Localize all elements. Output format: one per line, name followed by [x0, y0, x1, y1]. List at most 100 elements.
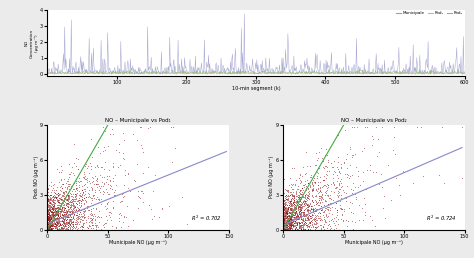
- Point: [301, 228, 308, 232]
- Point: [51, 224, 58, 228]
- Point: [53, 228, 61, 232]
- Point: [45, 228, 52, 232]
- Point: [46, 213, 54, 217]
- Point: [80, 216, 88, 220]
- Point: [295, 197, 303, 201]
- Point: [308, 182, 316, 186]
- Point: [326, 228, 334, 232]
- Point: [58, 228, 65, 232]
- Point: [82, 228, 89, 232]
- Point: [287, 228, 295, 232]
- Point: [292, 204, 300, 208]
- Point: [295, 224, 303, 229]
- Point: [301, 228, 309, 232]
- Point: [303, 223, 310, 227]
- Point: [297, 227, 305, 231]
- Point: [280, 220, 288, 224]
- Point: [302, 201, 310, 206]
- Point: [85, 224, 92, 228]
- Point: [78, 228, 86, 232]
- Point: [282, 216, 290, 220]
- Point: [46, 213, 53, 217]
- Point: [49, 228, 57, 232]
- Point: [319, 228, 326, 232]
- Point: [63, 227, 70, 231]
- Point: [304, 196, 312, 200]
- Point: [51, 228, 58, 232]
- Point: [296, 215, 303, 219]
- Point: [366, 168, 374, 172]
- Point: [45, 227, 52, 231]
- Point: [58, 219, 66, 223]
- Point: [62, 203, 69, 207]
- Point: [47, 228, 55, 232]
- Point: [61, 228, 68, 232]
- Point: [64, 220, 72, 224]
- Point: [297, 217, 304, 221]
- Point: [306, 228, 313, 232]
- Point: [314, 214, 322, 218]
- Point: [44, 214, 51, 218]
- Point: [45, 221, 53, 225]
- Point: [147, 207, 155, 211]
- Point: [303, 207, 311, 211]
- Point: [296, 209, 304, 213]
- Point: [302, 186, 310, 190]
- Point: [52, 190, 59, 195]
- Point: [311, 224, 319, 229]
- Point: [55, 205, 62, 209]
- Point: [50, 228, 58, 232]
- Point: [303, 164, 310, 168]
- Point: [47, 209, 55, 213]
- Point: [308, 220, 315, 224]
- Point: [317, 223, 325, 228]
- Point: [287, 207, 294, 211]
- Point: [55, 228, 63, 232]
- Point: [322, 220, 330, 224]
- Point: [314, 216, 322, 220]
- Point: [62, 228, 69, 232]
- Point: [281, 198, 288, 202]
- Point: [299, 211, 306, 215]
- Point: [293, 194, 301, 198]
- Point: [49, 228, 57, 232]
- Point: [284, 208, 292, 212]
- Point: [68, 220, 75, 224]
- Point: [113, 226, 120, 230]
- Point: [57, 214, 65, 219]
- Point: [280, 228, 288, 232]
- Point: [283, 228, 290, 232]
- Point: [54, 221, 62, 225]
- Point: [49, 215, 56, 219]
- Point: [290, 221, 298, 225]
- Point: [65, 220, 73, 224]
- Point: [64, 220, 72, 224]
- Point: [287, 221, 294, 225]
- Point: [50, 228, 57, 232]
- Point: [297, 208, 304, 212]
- Point: [280, 202, 287, 206]
- Point: [72, 220, 79, 224]
- Point: [44, 228, 52, 232]
- Point: [298, 211, 305, 215]
- Point: [76, 207, 83, 211]
- Point: [315, 196, 323, 200]
- Point: [286, 223, 293, 227]
- Point: [324, 182, 331, 187]
- Point: [68, 197, 76, 201]
- Point: [283, 223, 291, 227]
- Point: [321, 208, 329, 212]
- Point: [281, 228, 288, 232]
- Point: [285, 228, 293, 232]
- Point: [326, 219, 333, 223]
- Point: [45, 199, 52, 203]
- Point: [340, 159, 348, 164]
- Point: [93, 228, 101, 232]
- Point: [74, 220, 82, 224]
- Point: [71, 228, 78, 232]
- Point: [47, 215, 55, 219]
- Point: [70, 228, 78, 232]
- Point: [74, 226, 82, 230]
- Point: [303, 215, 311, 220]
- Point: [61, 209, 68, 214]
